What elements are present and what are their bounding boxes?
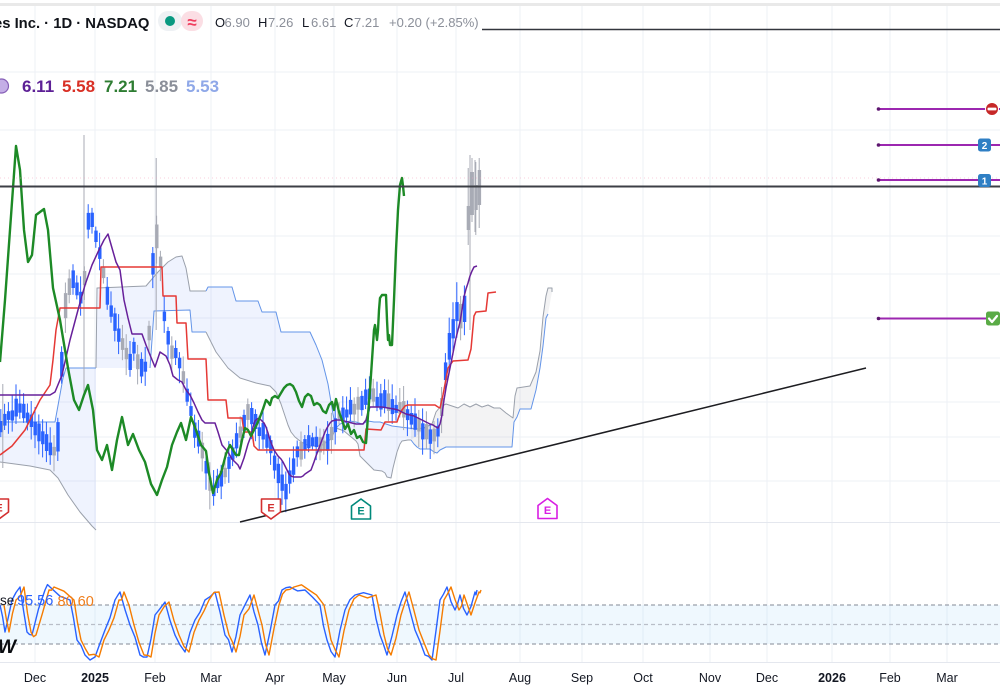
svg-text:Feb: Feb bbox=[144, 671, 166, 685]
svg-text:se: se bbox=[0, 593, 14, 608]
svg-text:7.26: 7.26 bbox=[268, 15, 293, 30]
svg-text:Jul: Jul bbox=[448, 671, 464, 685]
svg-text:E: E bbox=[267, 503, 274, 515]
svg-text:O: O bbox=[215, 15, 225, 30]
svg-text:Sep: Sep bbox=[571, 671, 593, 685]
svg-text:≈: ≈ bbox=[187, 13, 196, 32]
svg-text:Dec: Dec bbox=[24, 671, 46, 685]
svg-text:E: E bbox=[357, 506, 364, 518]
svg-text:Feb: Feb bbox=[879, 671, 901, 685]
svg-text:6.11: 6.11 bbox=[22, 77, 54, 96]
svg-text:1: 1 bbox=[982, 177, 988, 188]
svg-text:Oct: Oct bbox=[633, 671, 653, 685]
svg-text:95.56: 95.56 bbox=[17, 593, 53, 609]
svg-text:Jun: Jun bbox=[387, 671, 407, 685]
svg-text:May: May bbox=[322, 671, 346, 685]
svg-text:L: L bbox=[302, 15, 309, 30]
svg-text:E: E bbox=[544, 505, 551, 517]
svg-text:Nov: Nov bbox=[699, 671, 722, 685]
svg-text:Mar: Mar bbox=[936, 671, 958, 685]
svg-text:5.53: 5.53 bbox=[186, 77, 219, 96]
svg-text:80.60: 80.60 bbox=[58, 594, 94, 610]
svg-text:E: E bbox=[0, 503, 3, 515]
svg-text:2026: 2026 bbox=[818, 671, 846, 685]
svg-text:6.61: 6.61 bbox=[311, 15, 336, 30]
svg-text:C: C bbox=[344, 15, 353, 30]
svg-text:W: W bbox=[0, 637, 18, 658]
svg-text:7.21: 7.21 bbox=[104, 77, 137, 96]
svg-text:2: 2 bbox=[982, 141, 988, 152]
svg-text:es Inc. · 1D · NASDAQ: es Inc. · 1D · NASDAQ bbox=[0, 16, 149, 32]
svg-text:2025: 2025 bbox=[81, 671, 109, 685]
svg-text:H: H bbox=[258, 15, 267, 30]
svg-text:Apr: Apr bbox=[265, 671, 284, 685]
svg-text:6.90: 6.90 bbox=[225, 15, 250, 30]
svg-text:5.85: 5.85 bbox=[145, 77, 178, 96]
svg-text:5.58: 5.58 bbox=[62, 77, 95, 96]
svg-text:+0.20 (+2.85%): +0.20 (+2.85%) bbox=[389, 15, 479, 30]
svg-text:Mar: Mar bbox=[200, 671, 222, 685]
svg-text:Dec: Dec bbox=[756, 671, 778, 685]
svg-text:7.21: 7.21 bbox=[354, 15, 379, 30]
svg-text:Aug: Aug bbox=[509, 671, 531, 685]
